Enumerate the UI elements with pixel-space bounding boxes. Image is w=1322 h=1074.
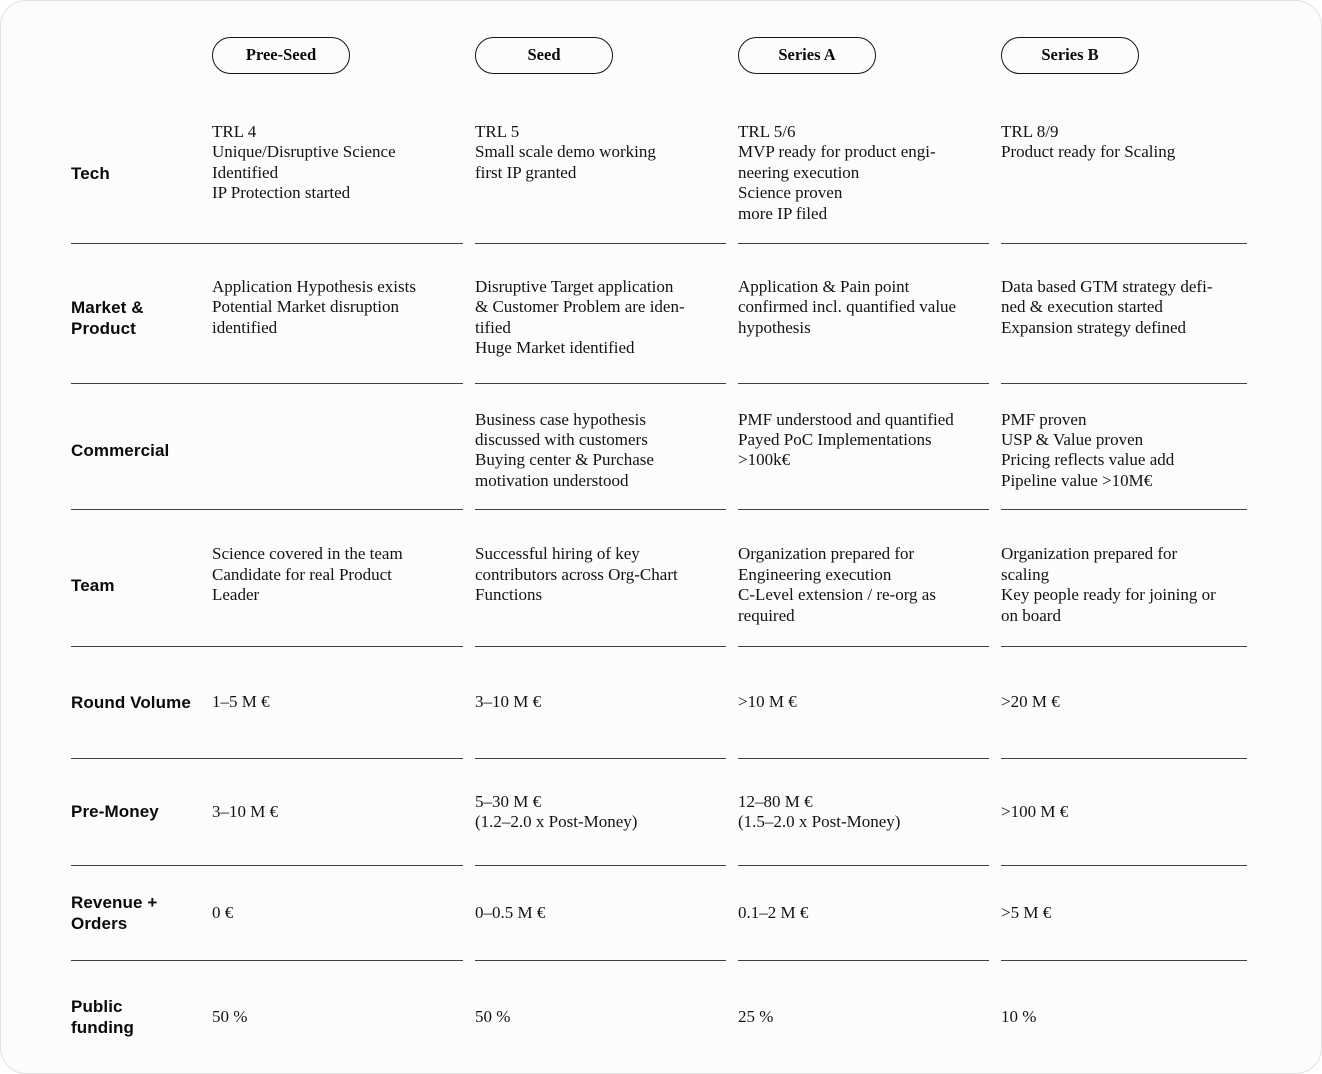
stage-header-row: Pree-Seed Seed Series A Series B — [71, 37, 1321, 74]
table-cell: 10 % — [1001, 1006, 1037, 1026]
stage-pill-label: Series A — [778, 45, 836, 65]
row-label-revenue-orders: Revenue + Orders — [71, 866, 212, 961]
row-label-public-funding: Public funding — [71, 996, 135, 1037]
table-cell: >100 M € — [1001, 759, 1247, 866]
table-cell: TRL 8/9 Product ready for Scaling — [1001, 74, 1247, 245]
stage-pill-series-a[interactable]: Series A — [738, 37, 876, 74]
table-cell: >20 M € — [1001, 647, 1247, 759]
table-cell: Successful hiring of key contributors ac… — [475, 510, 726, 647]
header-cell-seed: Seed — [475, 37, 726, 74]
table-cell: 3–10 M € — [212, 759, 463, 866]
table-cell: Organization prepared for scaling Key pe… — [1001, 510, 1247, 647]
table-cell: TRL 5/6 MVP ready for product engi- neer… — [738, 74, 989, 245]
table-cell: 3–10 M € — [475, 647, 726, 759]
table-cell: 12–80 M € (1.5–2.0 x Post-Money) — [738, 759, 989, 866]
table-row-market-product: Market & Product Application Hypothesis … — [71, 244, 1321, 384]
table-cell: 0 € — [212, 866, 463, 961]
stage-pill-seed[interactable]: Seed — [475, 37, 613, 74]
table-cell: 0.1–2 M € — [738, 866, 989, 961]
header-spacer — [71, 37, 212, 74]
table-row-tech: Tech TRL 4 Unique/Disruptive Science Ide… — [71, 74, 1321, 245]
table-row-commercial: Commercial Business case hypothesis disc… — [71, 384, 1321, 511]
table-row-revenue-orders: Revenue + Orders 0 € 0–0.5 M € 0.1–2 M €… — [71, 866, 1321, 961]
header-cell-series-a: Series A — [738, 37, 989, 74]
table-cell: PMF proven USP & Value proven Pricing re… — [1001, 384, 1247, 511]
table-cell: 5–30 M € (1.2–2.0 x Post-Money) — [475, 759, 726, 866]
table-cell: PMF understood and quantified Payed PoC … — [738, 384, 989, 511]
table-row-pre-money: Pre-Money 3–10 M € 5–30 M € (1.2–2.0 x P… — [71, 759, 1321, 866]
table-cell: 1–5 M € — [212, 647, 463, 759]
row-label-market-product: Market & Product — [71, 244, 212, 384]
table-row-team: Team Science covered in the team Candida… — [71, 510, 1321, 647]
stage-pill-label: Pree-Seed — [245, 45, 317, 65]
table-cell: 50 % — [475, 1006, 511, 1026]
table-row-round-volume: Round Volume 1–5 M € 3–10 M € >10 M € >2… — [71, 647, 1321, 759]
table-cell: 0–0.5 M € — [475, 866, 726, 961]
table-cell: >10 M € — [738, 647, 989, 759]
table-cell: Business case hypothesis discussed with … — [475, 384, 726, 511]
table-cell: Data based GTM strategy defi- ned & exec… — [1001, 244, 1247, 384]
table-cell: Application Hypothesis exists Potential … — [212, 244, 463, 384]
stage-pill-pree-seed[interactable]: Pree-Seed — [212, 37, 350, 74]
stage-pill-label: Seed — [527, 45, 561, 65]
row-label-pre-money: Pre-Money — [71, 759, 212, 866]
table-cell: Organization prepared for Engineering ex… — [738, 510, 989, 647]
table-cell: 50 % — [212, 1006, 248, 1026]
table-cell: Science covered in the team Candidate fo… — [212, 510, 463, 647]
table-cell: Application & Pain point confirmed incl.… — [738, 244, 989, 384]
table-cell: >5 M € — [1001, 866, 1247, 961]
table-cell: TRL 5 Small scale demo working first IP … — [475, 74, 726, 245]
row-label-round-volume: Round Volume — [71, 647, 212, 759]
header-cell-series-b: Series B — [1001, 37, 1247, 74]
header-cell-pree-seed: Pree-Seed — [212, 37, 463, 74]
table-cell: 25 % — [738, 1006, 774, 1026]
table-cell: Disruptive Target application & Customer… — [475, 244, 726, 384]
table-cell: TRL 4 Unique/Disruptive Science Identifi… — [212, 74, 463, 245]
row-label-team: Team — [71, 510, 212, 647]
stage-pill-label: Series B — [1041, 45, 1099, 65]
table-row-public-funding: Public funding 50 % 50 % 25 % 10 % — [71, 961, 1321, 1073]
row-label-commercial: Commercial — [71, 384, 212, 511]
table-cell — [212, 384, 463, 511]
stage-pill-series-b[interactable]: Series B — [1001, 37, 1139, 74]
row-label-tech: Tech — [71, 74, 212, 245]
